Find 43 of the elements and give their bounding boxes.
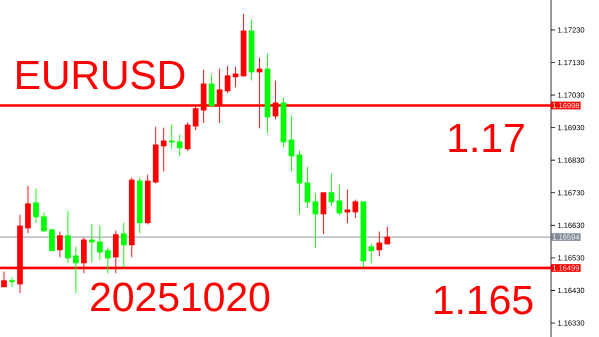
candlestick	[280, 98, 286, 148]
candlestick	[336, 184, 342, 216]
candlestick	[360, 201, 366, 268]
candlestick	[73, 246, 79, 294]
candlestick	[152, 126, 159, 184]
candlestick	[104, 247, 111, 274]
candlestick	[128, 177, 135, 258]
candlestick	[25, 185, 31, 234]
candlestick	[41, 212, 47, 232]
candlestick	[65, 210, 71, 264]
candlestick	[368, 243, 374, 264]
candlestick	[248, 19, 254, 81]
candlestick	[144, 174, 151, 224]
annotation: 20251020	[91, 282, 270, 312]
candlestick	[1, 271, 7, 288]
candlestick	[328, 173, 334, 206]
candlestick	[320, 192, 326, 234]
candlestick	[304, 166, 310, 208]
candlestick	[208, 74, 214, 106]
annotation: 1.165	[435, 286, 532, 314]
candlestick	[136, 177, 143, 234]
candlestick	[312, 193, 318, 248]
candlestick	[224, 66, 230, 94]
candlestick	[376, 231, 382, 256]
candlestick	[232, 66, 238, 88]
candlestick	[288, 115, 294, 172]
candlestick	[344, 189, 350, 224]
candlestick	[49, 228, 55, 252]
candlestick	[96, 226, 103, 260]
candlestick	[240, 14, 246, 76]
candlestick	[184, 122, 191, 152]
candlestick	[88, 224, 95, 262]
annotation: 1.17	[449, 124, 524, 152]
candlestick	[9, 277, 15, 288]
candlestick	[296, 150, 302, 214]
candlestick	[176, 134, 183, 156]
candlestick	[168, 124, 175, 150]
candlestick	[352, 199, 358, 218]
candlestick	[57, 231, 63, 258]
candlestick	[384, 226, 390, 244]
candlestick	[264, 54, 270, 134]
candlestick	[33, 188, 39, 224]
annotation: EURUSD	[17, 60, 184, 90]
